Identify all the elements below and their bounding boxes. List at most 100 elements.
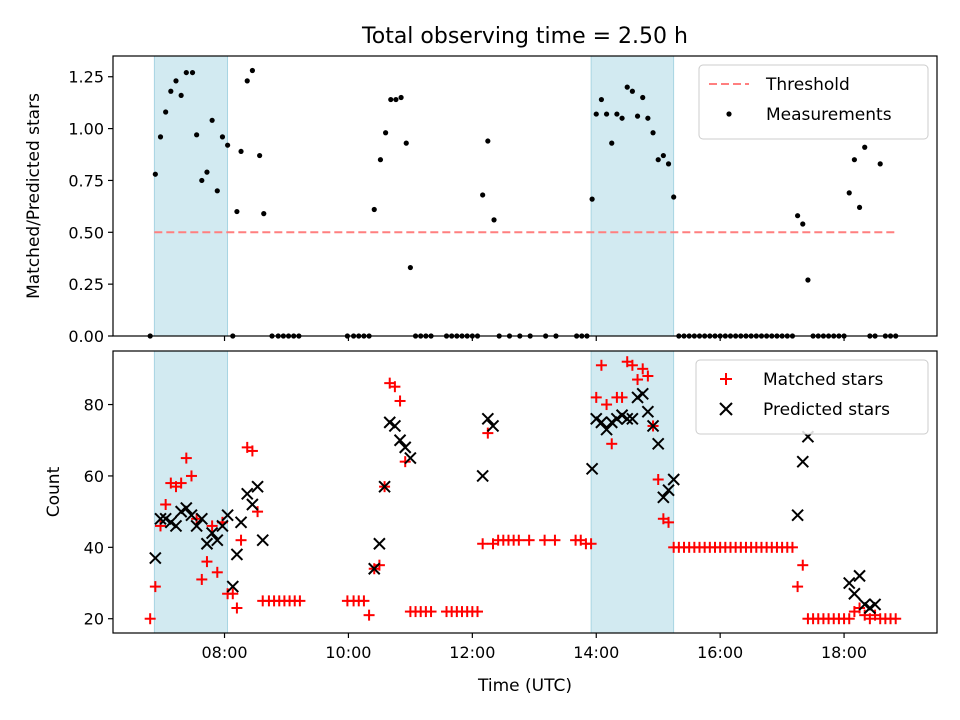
measurement-point [877,161,883,167]
matched-point [477,538,489,550]
matched-point [616,391,628,403]
predicted-point [241,487,254,500]
bottom-panel: Count Time (UTC) 20 40 60 80 08:00 10:00 12:00… [44,350,938,696]
measurement-point [634,113,641,119]
predicted-point [636,387,649,401]
legend-dot-swatch [726,111,732,117]
x-tick-label: 16:00 [697,643,743,662]
predicted-point [486,419,500,433]
predicted-point [796,455,809,468]
matched-point [144,613,156,625]
measurement-point [214,188,220,194]
matched-point [606,438,618,450]
measurement-point [257,152,263,159]
predicted-point [843,576,856,590]
predicted-point [256,533,269,547]
y-tick-label: 20 [84,610,104,629]
measurement-point [383,130,389,136]
matched-point [196,573,208,585]
predicted-point [853,569,866,583]
matched-point [231,602,243,614]
matched-point [854,602,866,614]
measurement-point [168,88,174,94]
predicted-point [388,419,402,433]
measurement-point [371,206,377,213]
measurement-point [178,92,184,99]
bottom-axes: 20 40 60 80 08:00 10:00 12:00 14:00 16:00 18:00 [84,350,938,662]
predicted-point [476,469,489,483]
matched-point [246,445,258,457]
top-panel: Matched/Predicted stars 0.00 0.25 0.50 0.75… [24,55,938,346]
matched-point [175,477,187,489]
measurement-point [665,161,672,167]
predicted-point [169,519,183,533]
measurement-point [846,190,852,196]
matched-point [201,556,213,568]
top-y-axis-label: Matched/Predicted stars [24,93,44,299]
matched-point [191,513,203,525]
predicted-point [662,484,675,497]
predicted-point [595,416,608,429]
predicted-point [626,412,639,426]
measurement-point [157,134,164,140]
matched-point [235,534,247,546]
matched-point [590,391,602,403]
measurement-point [225,142,231,148]
y-tick-label: 1.25 [68,68,104,87]
shaded-interval-1 [590,55,675,337]
legend-entry: Predicted stars [719,400,890,420]
measurement-point [393,96,399,103]
matched-point [227,588,239,600]
measurement-point [194,132,200,138]
measurement-point [856,204,863,211]
measurement-point [173,78,179,84]
measurement-point [491,217,497,223]
matched-point [637,363,649,375]
measurement-point [593,111,599,117]
matched-point [358,595,370,607]
predicted-point [651,437,665,451]
matched-point [185,470,197,482]
matched-point [642,370,654,382]
plot-frame [112,55,938,337]
measurement-point [645,115,651,121]
x-tick-label: 14:00 [573,643,619,662]
legend-entry: Measurements [726,105,892,125]
matched-point [626,359,638,371]
predicted-point [600,423,613,436]
matched-point [149,581,161,593]
predicted-point [646,419,660,433]
measurement-point [199,177,205,184]
chart-title: Total observing time = 2.50 h [361,24,688,49]
shaded-interval-1 [590,350,675,634]
matched-point [890,613,902,625]
legend-entry: Matched stars [720,370,883,390]
measurement-point [671,194,677,200]
measurement-point [614,111,620,117]
predicted-point [585,462,599,476]
series-0 [144,356,902,625]
measurement-point [624,84,630,90]
matched-point [513,534,525,546]
x-tick-label: 08:00 [201,643,247,662]
matched-point [363,609,375,621]
measurement-point [377,157,384,163]
measurement-point [234,208,240,215]
measurement-point [189,69,196,76]
measurement-point [183,69,189,76]
predicted-point [180,501,193,515]
plot-frame [112,350,938,634]
legend-entry: Threshold [709,75,850,95]
measurement-point [589,196,595,202]
y-tick-label: 0.25 [68,275,104,294]
matched-point [601,399,613,411]
predicted-point [226,580,239,593]
y-tick-label: 40 [84,538,104,557]
y-tick-label: 1.00 [68,120,104,139]
matched-point [539,534,551,546]
measurement-point [862,144,868,150]
y-tick-label: 0.50 [68,223,104,242]
y-tick-label: 60 [84,467,104,486]
y-tick-label: 0.75 [68,171,104,190]
